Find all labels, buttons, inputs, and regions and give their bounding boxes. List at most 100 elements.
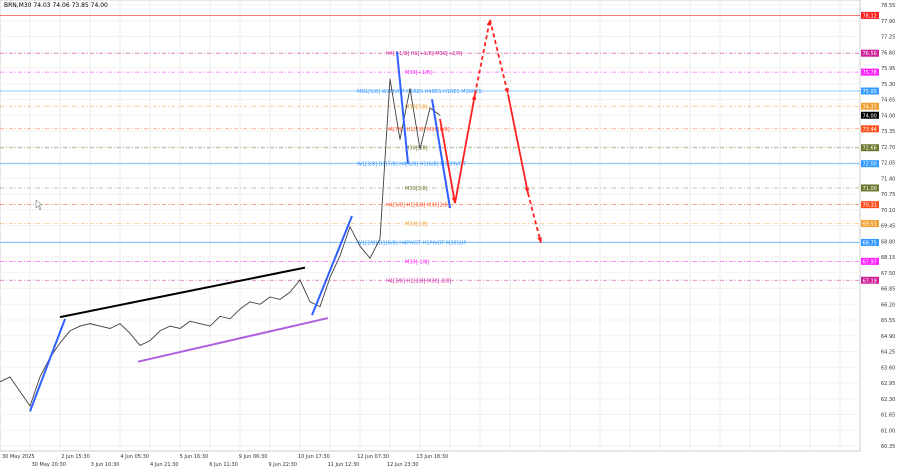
- level-label: H4[+1/8] H1[+1/8] M30[+2/8]: [386, 51, 462, 57]
- y-tick-label: 62.30: [881, 397, 895, 403]
- price-tag: [861, 144, 879, 152]
- price-tag-label: 71.00: [863, 186, 877, 192]
- price-tag: [861, 49, 879, 57]
- price-point: [109, 328, 111, 329]
- chart-title: BRN,M30 74.03 74.06 73.85 74.00: [4, 2, 108, 9]
- price-tag-label: 74.00: [863, 113, 877, 119]
- price-tag: [861, 87, 879, 95]
- level-label: M30[1/8]: [405, 222, 428, 228]
- price-tag-label: 74.37: [863, 104, 877, 110]
- y-tick-label: 69.45: [881, 224, 895, 230]
- price-point: [429, 107, 431, 109]
- y-tick-label: 75.95: [881, 66, 895, 72]
- x-tick-label: 3 Jun 10:30: [91, 462, 120, 468]
- price-tag-label: 70.31: [863, 203, 877, 209]
- price-point: [219, 315, 221, 317]
- price-point: [9, 376, 11, 378]
- price-tag: [861, 102, 879, 110]
- x-tick-label: 4 Jun 21:30: [150, 462, 179, 468]
- forecast-arrowhead-icon: [504, 88, 509, 95]
- x-tick-label: 30 May 20:30: [32, 462, 66, 468]
- mouse-cursor-icon: [35, 199, 43, 211]
- price-tag-label: 78.12: [863, 13, 877, 19]
- forecast-segment: [474, 19, 491, 95]
- price-point: [89, 323, 91, 325]
- y-tick-label: 67.50: [881, 271, 895, 277]
- price-tag-label: 67.19: [863, 278, 877, 284]
- forecast-segment: [439, 118, 456, 204]
- x-tick-label: 2 Jun 15:30: [61, 454, 90, 460]
- x-tick-label: 12 Jun 07:30: [357, 454, 389, 460]
- level-label: W1[2/8] D1[6/8] H4PIVOT H1PIVOT M30SUP: [357, 240, 466, 246]
- level-label: H4[7/8] H1[7/8] M30[6/8]: [386, 127, 450, 133]
- level-label: H4[5/8] H1[5/8] M30[2/8]: [386, 203, 450, 209]
- level-label: M30[-1/8]: [405, 259, 429, 265]
- price-point: [239, 308, 241, 310]
- price-point: [249, 301, 251, 303]
- trendline: [137, 317, 329, 363]
- trendline: [59, 266, 306, 319]
- price-point: [59, 342, 61, 344]
- price-point: [339, 255, 341, 257]
- y-tick-label: 68.15: [881, 255, 895, 261]
- trendline: [311, 215, 353, 316]
- price-tag: [861, 68, 879, 76]
- price-point: [69, 330, 71, 332]
- x-tick-label: 9 Jun 06:30: [239, 454, 268, 460]
- forecast-arrowhead-icon: [537, 237, 542, 243]
- y-tick-label: 65.55: [881, 318, 895, 324]
- price-tag-label: 76.56: [863, 51, 877, 57]
- y-tick-label: 60.35: [881, 444, 895, 450]
- y-tick-label: 66.85: [881, 287, 895, 293]
- x-tick-label: 9 Jun 22:30: [268, 462, 297, 468]
- x-tick-label: 12 Jun 23:30: [387, 462, 419, 468]
- trendline: [396, 51, 409, 164]
- price-point: [39, 376, 41, 378]
- price-tag: [861, 184, 879, 192]
- price-tag: [861, 276, 879, 284]
- price-point: [29, 405, 31, 407]
- trendline: [29, 318, 66, 412]
- forecast-arrowhead-icon: [524, 187, 530, 194]
- forecast-segment: [454, 94, 476, 204]
- y-tick-label: 74.65: [881, 98, 895, 104]
- y-tick-label: 75.30: [881, 82, 895, 88]
- level-label: MN1[5/8] W1PIVOT H1RES H4RES H1RES M30RE…: [357, 89, 482, 95]
- x-tick-label: 10 Jun 17:30: [298, 454, 330, 460]
- y-tick-label: 62.95: [881, 381, 895, 387]
- price-point: [409, 88, 411, 89]
- price-tag-label: 75.00: [863, 89, 877, 95]
- y-tick-label: 77.90: [881, 19, 895, 25]
- price-point: [289, 291, 291, 293]
- level-label: M30[5/8]: [405, 146, 428, 152]
- level-label: W1[3/8] D1[7/8] H4[6/8] H1[6/8] M30PIVOT: [357, 162, 467, 168]
- price-point: [149, 340, 151, 341]
- y-tick-label: 72.05: [881, 161, 895, 167]
- price-tag-label: 72.00: [863, 162, 877, 168]
- price-tag: [861, 11, 879, 19]
- x-tick-label: 4 Jun 05:30: [120, 454, 149, 460]
- price-point: [179, 328, 181, 329]
- price-point: [209, 325, 211, 327]
- price-point: [79, 325, 81, 327]
- price-tag-label: 72.66: [863, 146, 877, 152]
- price-point: [139, 345, 141, 346]
- y-tick-label: 70.10: [881, 208, 895, 214]
- price-point: [309, 301, 311, 303]
- forecast-arrowhead-icon: [471, 94, 477, 101]
- price-point: [189, 320, 191, 322]
- price-point: [199, 323, 201, 325]
- x-tick-label: 5 Jun 16:30: [180, 454, 209, 460]
- price-tag-label: 68.75: [863, 240, 877, 246]
- price-tag: [861, 160, 879, 168]
- price-point: [129, 332, 131, 334]
- x-tick-label: 11 Jun 12:30: [328, 462, 360, 468]
- price-point: [159, 330, 161, 332]
- y-tick-label: 74.00: [881, 113, 895, 119]
- y-tick-label: 64.90: [881, 334, 895, 340]
- y-tick-label: 64.25: [881, 350, 895, 356]
- y-tick-label: 78.55: [881, 3, 895, 9]
- y-tick-label: 68.80: [881, 239, 895, 245]
- level-label: M30[7/8]: [405, 104, 428, 110]
